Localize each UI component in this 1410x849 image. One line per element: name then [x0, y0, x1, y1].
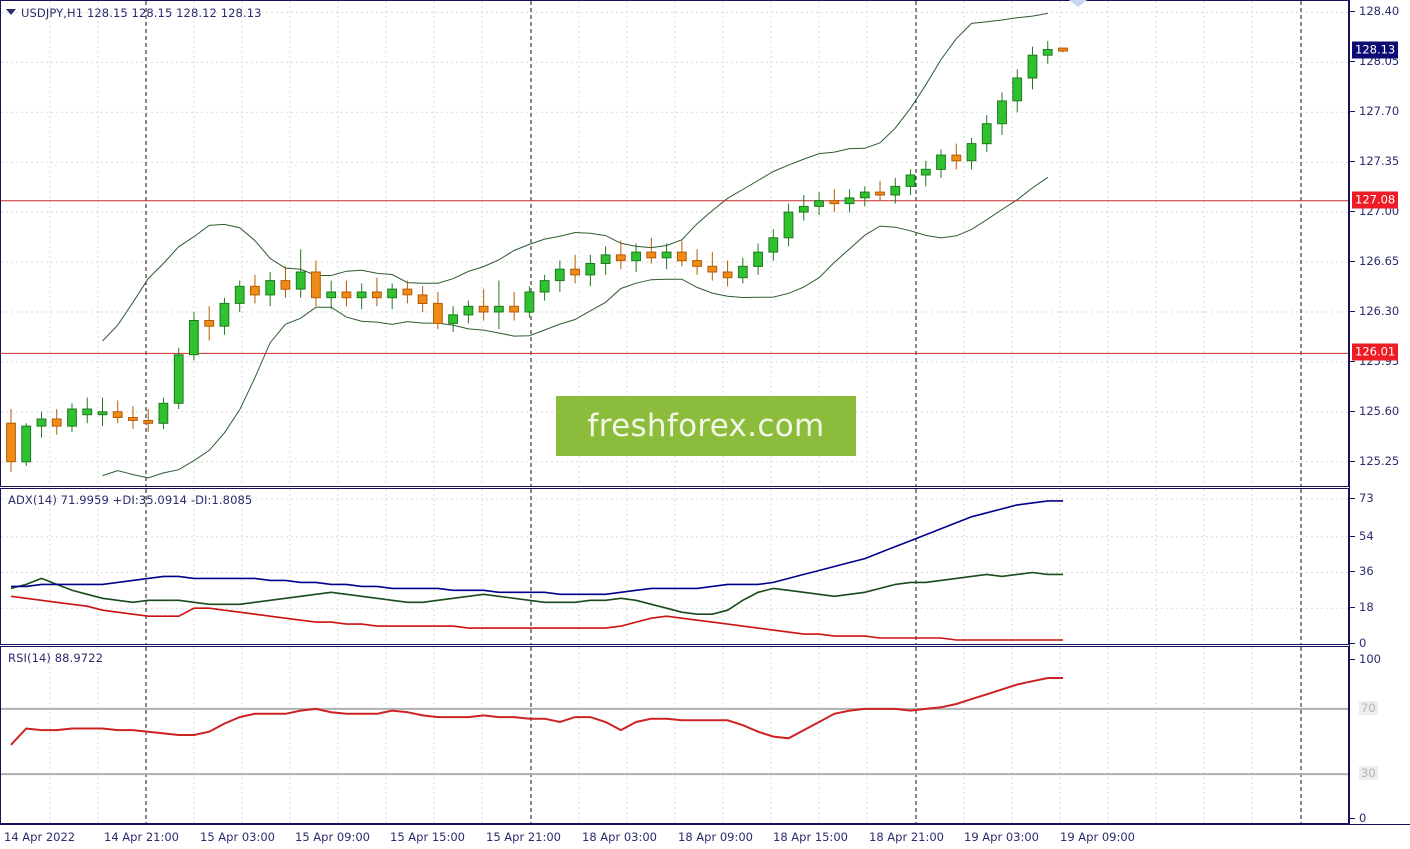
scale-tick-label: 127.70	[1359, 104, 1400, 119]
adx-indicator-panel[interactable]: ADX(14) 71.9959 +DI:35.0914 -DI:1.8085	[0, 488, 1349, 645]
watermark-text: freshforex.com	[587, 408, 825, 444]
time-axis-label: 15 Apr 21:00	[486, 830, 561, 844]
scale-tick-label: 128.40	[1359, 4, 1400, 19]
time-axis-label: 15 Apr 15:00	[390, 830, 465, 844]
scale-tick-mark	[1350, 460, 1355, 462]
time-axis-label: 19 Apr 03:00	[964, 830, 1039, 844]
time-axis[interactable]: 14 Apr 2022 14 Apr 21:00 15 Apr 03:00 15 Ap…	[0, 824, 1410, 849]
time-axis-label: 14 Apr 21:00	[104, 830, 179, 844]
scale-tick-label: 0	[1359, 811, 1367, 825]
time-axis-label: 14 Apr 2022	[4, 830, 76, 844]
triangle-down-icon[interactable]	[6, 9, 16, 15]
scale-tick-mark	[1350, 211, 1355, 213]
price-plot	[1, 1, 1348, 486]
scale-tick-label: 70	[1359, 700, 1378, 715]
rsi-plot	[1, 647, 1348, 823]
scale-tick-label: 36	[1359, 564, 1374, 579]
time-axis-label: 18 Apr 15:00	[773, 830, 848, 844]
scale-tick-label: 0	[1359, 636, 1367, 650]
scale-tick-label: 73	[1359, 490, 1374, 505]
time-axis-label: 18 Apr 03:00	[582, 830, 657, 844]
symbol-ohlc-label: USDJPY,H1 128.15 128.15 128.12 128.13	[21, 6, 262, 20]
scale-tick-mark	[1350, 607, 1355, 609]
scale-tick-label: 126.65	[1359, 254, 1400, 269]
scale-tick-label: 125.60	[1359, 403, 1400, 418]
scale-tick-label: 54	[1359, 528, 1374, 543]
price-scale[interactable]: 128.40 128.05 127.70 127.35 127.00 126.65 126.…	[1349, 0, 1410, 825]
scale-tick-mark	[1350, 360, 1355, 362]
price-level-badge: 127.08	[1352, 191, 1399, 209]
time-axis-label: 15 Apr 03:00	[200, 830, 275, 844]
chart-top-marker-icon	[1069, 0, 1087, 7]
scale-tick-mark	[1350, 571, 1355, 573]
scale-tick-label: 127.35	[1359, 154, 1400, 169]
adx-label: ADX(14) 71.9959 +DI:35.0914 -DI:1.8085	[8, 493, 253, 507]
scale-tick-label: 100	[1359, 652, 1381, 667]
rsi-label: RSI(14) 88.9722	[8, 651, 103, 665]
scale-tick-mark	[1350, 535, 1355, 537]
scale-tick-mark	[1350, 111, 1355, 113]
scale-tick-label: 18	[1359, 600, 1374, 615]
scale-tick-mark	[1350, 659, 1355, 661]
scale-tick-mark	[1350, 410, 1355, 412]
scale-tick-mark	[1350, 497, 1355, 499]
watermark: freshforex.com	[556, 396, 856, 456]
scale-tick-mark	[1350, 643, 1355, 644]
scale-tick-mark	[1350, 818, 1355, 819]
price-level-badge: 126.01	[1352, 343, 1399, 361]
scale-tick-mark	[1350, 61, 1355, 63]
time-axis-label: 15 Apr 09:00	[295, 830, 370, 844]
rsi-indicator-panel[interactable]: RSI(14) 88.9722	[0, 646, 1349, 824]
scale-tick-mark	[1350, 11, 1355, 13]
scale-tick-mark	[1350, 161, 1355, 163]
time-axis-label: 19 Apr 09:00	[1060, 830, 1135, 844]
scale-tick-label: 30	[1359, 766, 1378, 781]
scale-tick-mark	[1350, 310, 1355, 312]
scale-tick-label: 125.25	[1359, 453, 1400, 468]
scale-tick-mark	[1350, 261, 1355, 263]
scale-tick-label: 126.30	[1359, 303, 1400, 318]
time-axis-label: 18 Apr 09:00	[678, 830, 753, 844]
time-axis-label: 18 Apr 21:00	[869, 830, 944, 844]
adx-plot	[1, 489, 1348, 644]
bid-price-badge: 128.13	[1352, 41, 1399, 59]
